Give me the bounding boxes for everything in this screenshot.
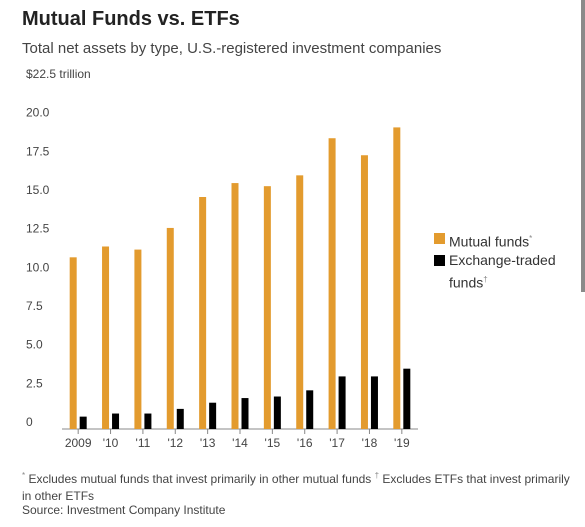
y-tick-label: 10.0	[26, 260, 50, 274]
bar-mutual-funds	[134, 249, 142, 429]
legend-footnote-mark: †	[483, 275, 488, 284]
source-note: Source: Investment Company Institute	[22, 503, 226, 517]
x-tick-label: '12	[167, 436, 183, 450]
bar-chart: 0 2.5 5.0 7.5 10.0 12.5 15.0 17.5 20.0 $22.5 tril…	[26, 67, 418, 450]
y-tick-label: 17.5	[26, 144, 50, 158]
bar-mutual-funds	[199, 197, 207, 429]
legend-swatch-mutual-funds	[434, 233, 445, 244]
bar-mutual-funds	[231, 183, 239, 429]
bar-etf	[403, 368, 411, 429]
bar-etf	[338, 376, 346, 429]
legend-label-etf: Exchange-traded	[449, 252, 556, 268]
y-tick-label: 0	[26, 415, 33, 429]
x-tick-label: 2009	[65, 436, 92, 450]
bar-etf	[370, 376, 378, 429]
y-tick-label: $22.5 trillion	[26, 67, 91, 81]
footnote-2: Excludes ETFs that invest primarily in o…	[22, 472, 570, 503]
bar-mutual-funds	[69, 257, 77, 429]
window-edge	[581, 0, 585, 292]
x-tick-label: '14	[232, 436, 248, 450]
bar-etf	[209, 402, 217, 429]
x-tick-label: '13	[200, 436, 216, 450]
bar-mutual-funds	[102, 246, 110, 429]
footnote-1: Excludes mutual funds that invest primar…	[25, 472, 375, 486]
bar-etf	[176, 408, 184, 429]
y-tick-label: 5.0	[26, 338, 43, 352]
x-tick-label: '10	[103, 436, 119, 450]
footnote-mark: *	[22, 471, 26, 480]
y-tick-label: 7.5	[26, 299, 43, 313]
chart-title: Mutual Funds vs. ETFs	[22, 8, 240, 30]
x-tick-label: '15	[265, 436, 281, 450]
legend-label-etf-line2: funds	[449, 274, 484, 291]
y-tick-label: 12.5	[26, 222, 50, 236]
legend-label-mutual-funds: Mutual funds	[449, 233, 530, 250]
bar-mutual-funds	[360, 155, 368, 430]
bar-mutual-funds	[393, 127, 401, 430]
legend-footnote-mark: *	[529, 234, 533, 243]
bar-mutual-funds	[263, 186, 271, 429]
y-tick-label: 2.5	[26, 376, 43, 390]
y-tick-label: 20.0	[26, 106, 50, 120]
bar-mutual-funds	[328, 138, 336, 429]
bar-etf	[306, 390, 314, 429]
x-tick-label: '11	[136, 436, 151, 450]
bar-etf	[273, 396, 281, 429]
bar-etf	[241, 398, 249, 429]
y-tick-label: 15.0	[26, 183, 50, 197]
x-tick-label: '16	[297, 436, 313, 450]
bar-etf	[112, 413, 120, 429]
footnote-mark: †	[374, 471, 380, 480]
x-tick-label: '17	[329, 436, 345, 450]
bar-mutual-funds	[296, 175, 304, 429]
bar-mutual-funds	[166, 227, 174, 429]
bar-etf	[144, 413, 152, 429]
chart-subtitle: Total net assets by type, U.S.-registere…	[22, 40, 442, 57]
bar-etf	[79, 416, 87, 429]
footnotes: * Excludes mutual funds that invest prim…	[22, 467, 577, 505]
legend-swatch-etf	[434, 255, 445, 266]
x-tick-label: '19	[394, 436, 410, 450]
x-tick-label: '18	[362, 436, 378, 450]
